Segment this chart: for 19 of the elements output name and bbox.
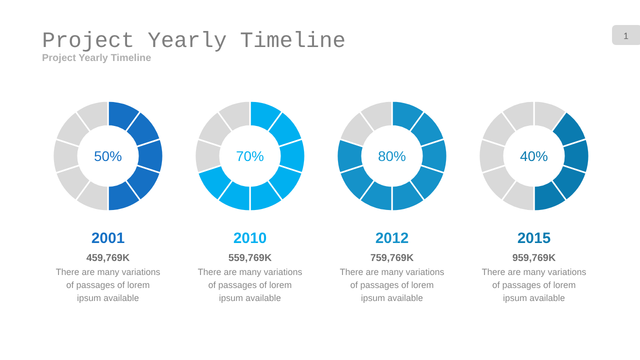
text: 2010 <box>233 230 267 247</box>
text: Project Yearly Timeline <box>42 53 152 64</box>
text: 50% <box>94 148 122 164</box>
text: 2015 <box>517 230 551 247</box>
text: 70% <box>236 148 264 164</box>
text: 559,769K <box>228 253 272 264</box>
text: 959,769K <box>512 253 556 264</box>
text: There are many variations of passages of lorem ipsum available <box>56 267 161 303</box>
text: 2001 <box>91 230 125 247</box>
text: 2012 <box>375 230 409 247</box>
text: 80% <box>378 148 406 164</box>
text: Project Yearly Timeline <box>42 29 346 54</box>
text: 40% <box>520 148 548 164</box>
text: 759,769K <box>370 253 414 264</box>
text: 459,769K <box>86 253 130 264</box>
text: There are many variations of passages of lorem ipsum available <box>482 267 587 303</box>
text: There are many variations of passages of lorem ipsum available <box>198 267 303 303</box>
text: There are many variations of passages of lorem ipsum available <box>340 267 445 303</box>
text: 1 <box>623 31 629 41</box>
